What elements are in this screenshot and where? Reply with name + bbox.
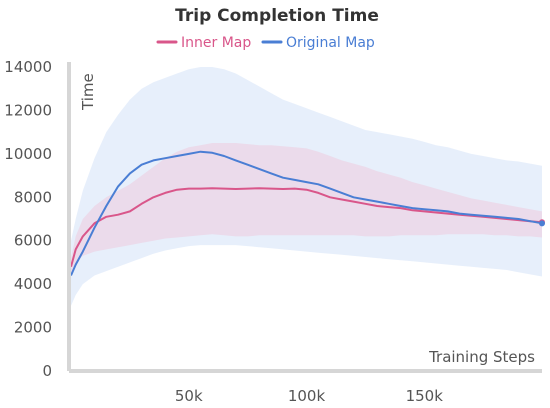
y-tick-label: 14000	[4, 58, 52, 76]
endpoint-original-map	[539, 220, 545, 227]
band-inner-map	[71, 143, 542, 274]
series-lines	[70, 150, 543, 276]
x-axis-label: Training Steps	[428, 348, 535, 366]
legend-label-original-map: Original Map	[286, 35, 375, 51]
y-tick-label: 2000	[14, 319, 52, 337]
y-axis-label: Time	[79, 73, 97, 111]
y-tick-label: 4000	[14, 275, 52, 293]
uncertainty-bands	[71, 67, 542, 306]
chart-title: Trip Completion Time	[175, 6, 379, 26]
legend-label-inner-map: Inner Map	[181, 35, 251, 51]
x-tick-label: 50k	[175, 387, 203, 405]
y-tick-label: 8000	[14, 188, 52, 206]
x-tick-label: 150k	[406, 387, 444, 405]
y-tick-label: 6000	[14, 232, 52, 250]
y-tick-label: 0	[42, 362, 52, 380]
line-original-map	[70, 150, 543, 276]
y-tick-label: 10000	[4, 145, 52, 163]
x-tick-label: 100k	[288, 387, 326, 405]
legend: Inner Map Original Map	[156, 35, 375, 51]
line-inner-map	[70, 187, 543, 268]
series-endpoints	[539, 219, 545, 227]
y-tick-label: 12000	[4, 101, 52, 119]
band-original-map	[71, 67, 542, 306]
x-ticks: 50k 100k 150k	[175, 387, 443, 405]
y-ticks: 0 2000 4000 6000 8000 10000 12000 14000	[4, 58, 52, 380]
